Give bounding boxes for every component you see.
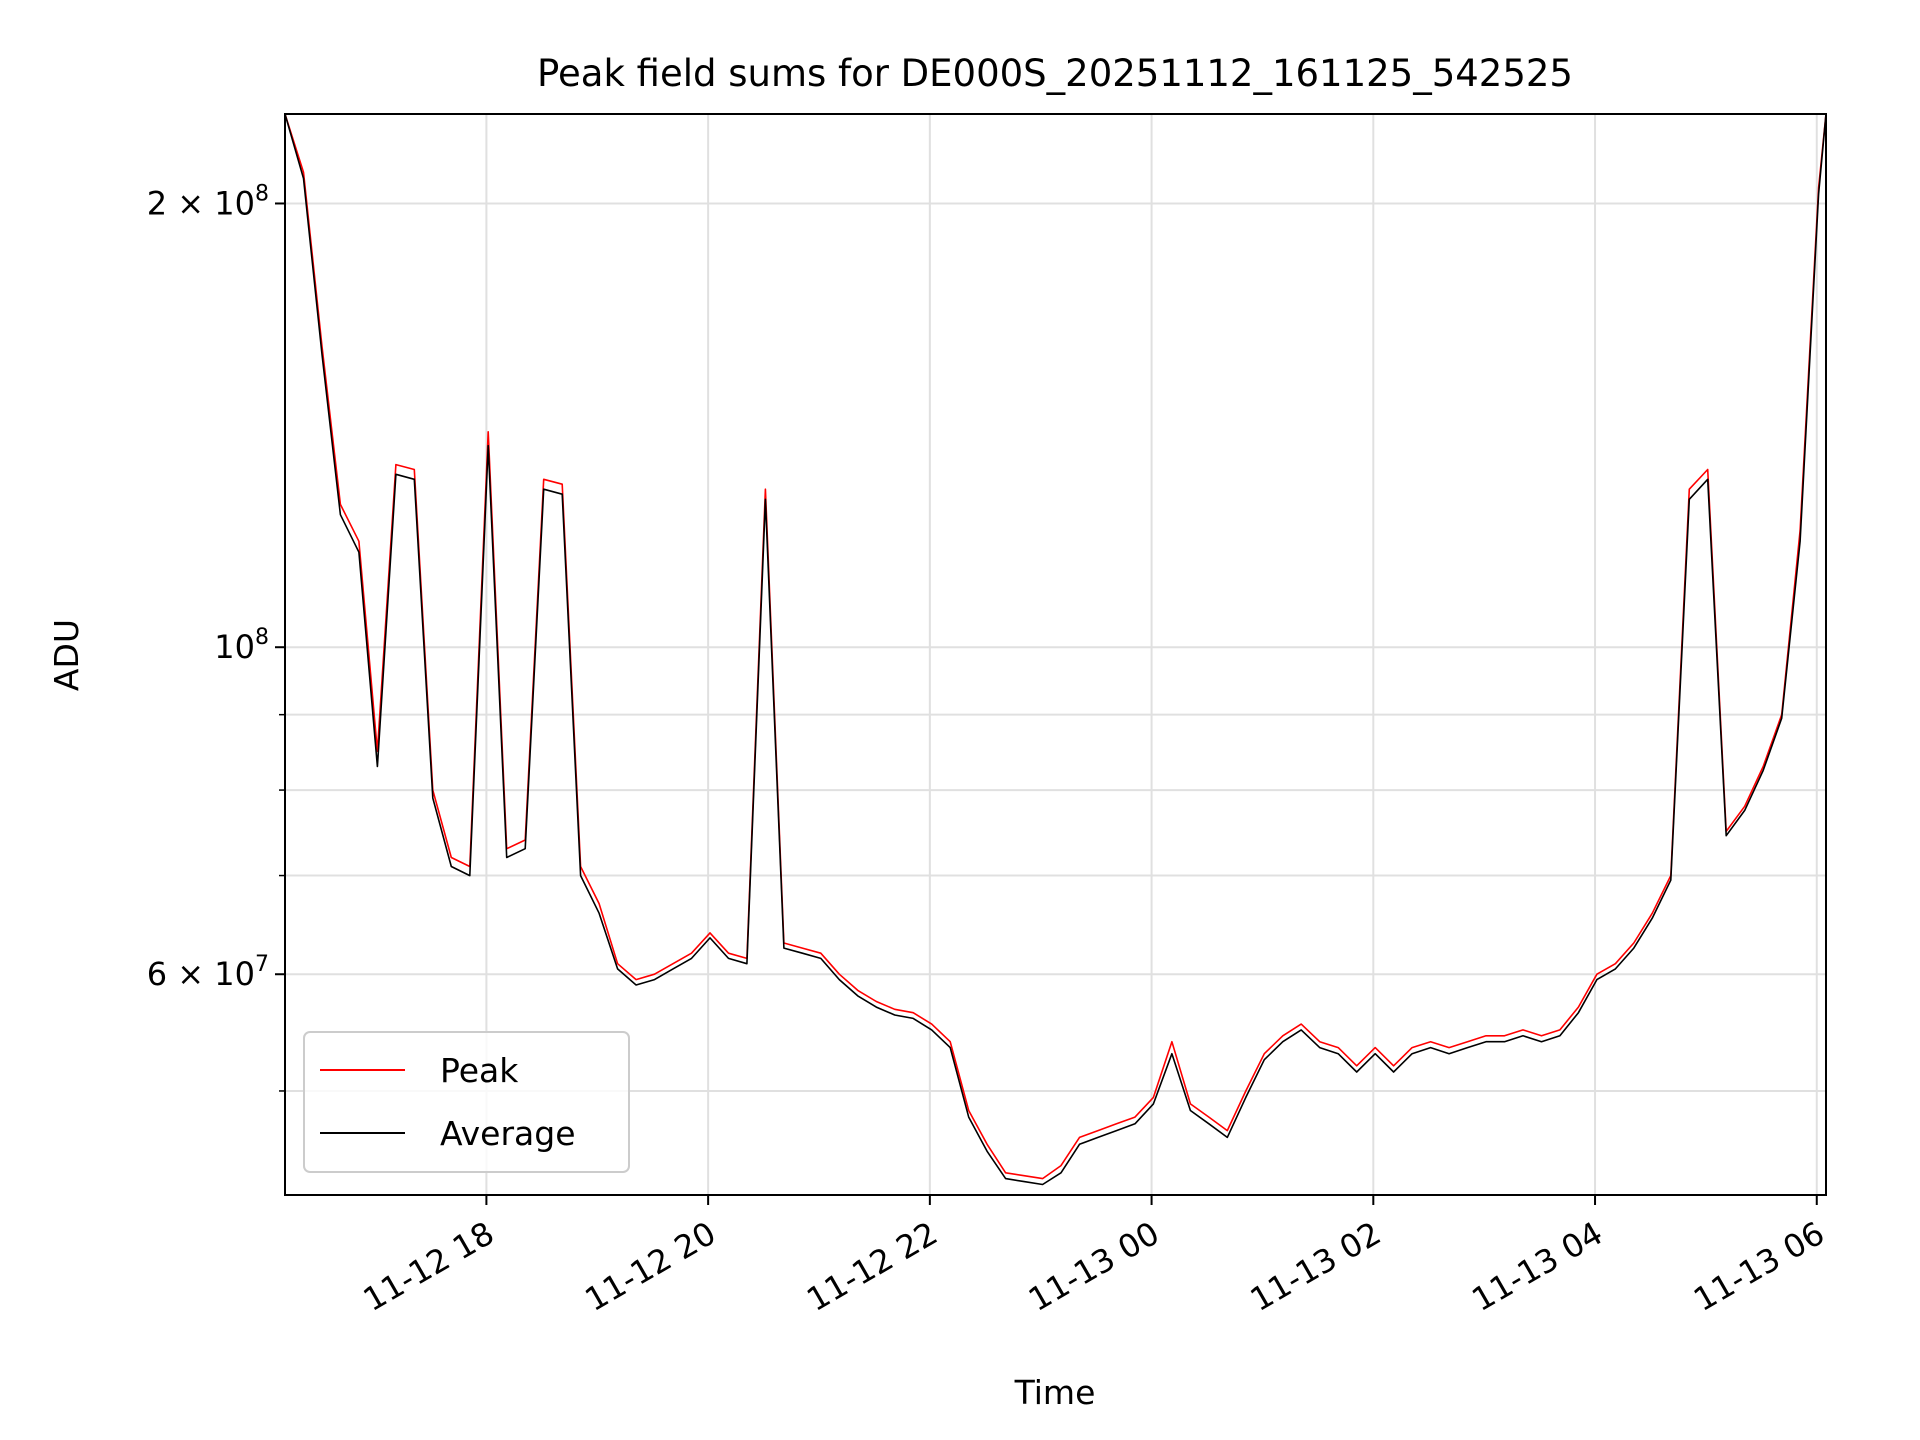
y-tick-label: 6 × 107 <box>147 952 269 993</box>
legend-label-average: Average <box>440 1114 576 1153</box>
y-tick-label: 108 <box>214 625 269 666</box>
plot-frame <box>284 113 1827 1196</box>
chart-title: Peak field sums for DE000S_20251112_1611… <box>537 52 1573 95</box>
legend-box <box>303 1031 630 1173</box>
y-axis-label: ADU <box>47 619 86 691</box>
legend: Peak Average <box>303 1031 630 1173</box>
series-line-average <box>284 113 1827 1186</box>
y-axis: 108 6 × 107 2 × 108 <box>147 181 285 1092</box>
grid <box>285 114 1826 1195</box>
series-layer <box>284 113 1827 1186</box>
x-axis-label: Time <box>1014 1373 1096 1412</box>
legend-label-peak: Peak <box>440 1051 519 1090</box>
series-line-peak <box>284 113 1827 1180</box>
y-tick-label: 2 × 108 <box>147 181 269 222</box>
